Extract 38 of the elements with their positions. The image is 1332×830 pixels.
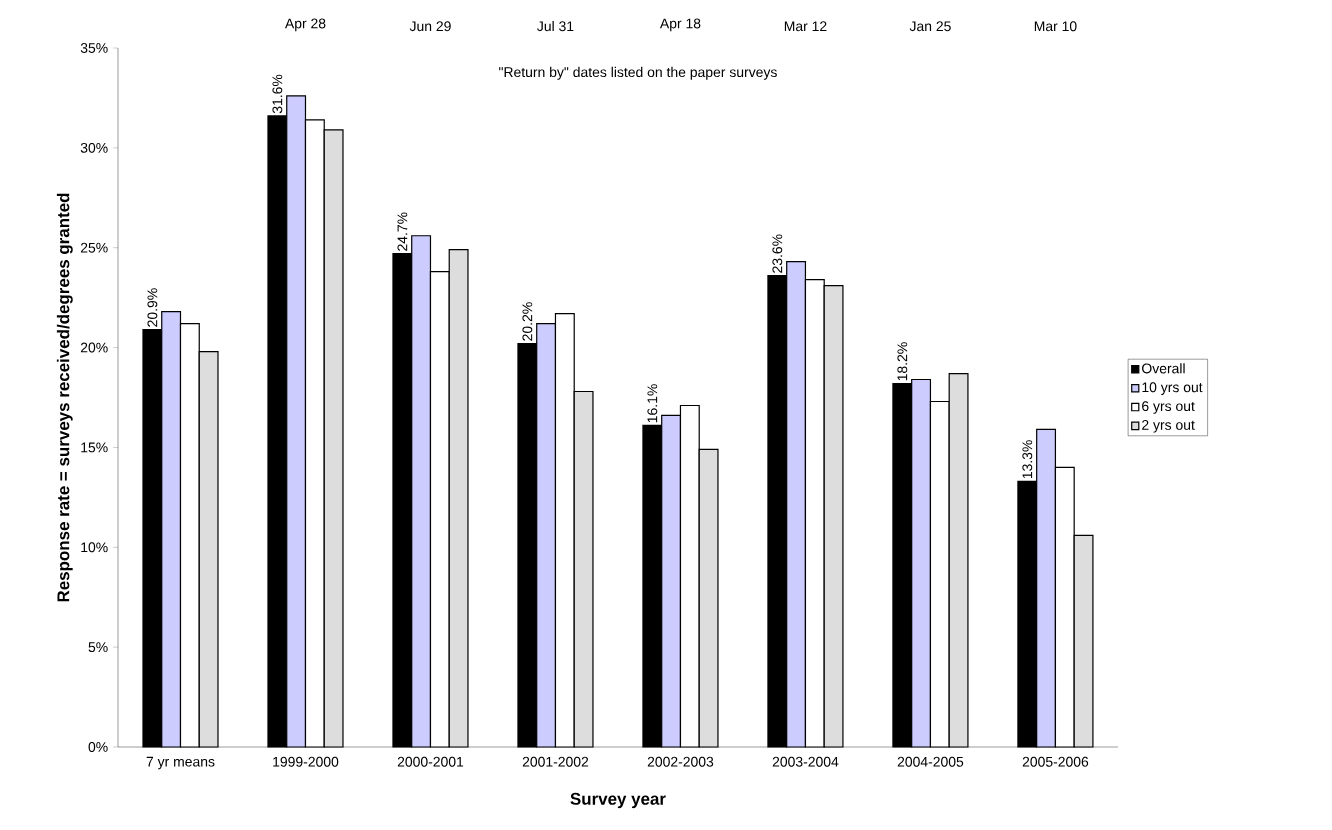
data-label: 13.3% bbox=[1022, 440, 1033, 479]
x-tick-label: 1999-2000 bbox=[273, 756, 339, 767]
text: Jul 31 bbox=[537, 20, 574, 32]
y-tick-label: 0% bbox=[88, 742, 108, 752]
y-tick-label: 10% bbox=[81, 542, 108, 553]
legend-label: 6 yrs out bbox=[1142, 401, 1195, 414]
text: Apr 28 bbox=[284, 18, 326, 32]
y-tick-label: 20% bbox=[80, 342, 108, 353]
y-axis-title: Response rate = surveys received/degrees granted bbox=[56, 193, 73, 602]
x-tick-label: 2000-2001 bbox=[397, 756, 464, 767]
y-tick-label: 15% bbox=[81, 442, 108, 453]
x-tick-label: 2002-2003 bbox=[647, 756, 714, 767]
x-tick-label: 2004-2005 bbox=[897, 756, 964, 767]
data-label: 20.9% bbox=[147, 288, 158, 327]
legend-label: 10 yrs out bbox=[1142, 382, 1203, 395]
x-tick-label: 2003-2004 bbox=[772, 756, 839, 767]
y-tick-label: 5% bbox=[88, 642, 108, 653]
x-axis-title: Survey year bbox=[570, 792, 666, 809]
data-label: 23.6% bbox=[772, 234, 783, 273]
data-label: 18.2% bbox=[897, 342, 908, 381]
data-label: 16.1% bbox=[647, 384, 658, 423]
text: Apr 18 bbox=[659, 18, 701, 32]
annotation: "Return by" dates listed on the paper surveys bbox=[499, 66, 777, 80]
text: Jun 29 bbox=[409, 21, 451, 32]
y-tick-label: 25% bbox=[80, 242, 108, 253]
x-tick-label: 7 yr means bbox=[146, 756, 215, 770]
legend-label: Overall bbox=[1142, 363, 1185, 374]
y-tick-label: 30% bbox=[80, 142, 108, 153]
text: Mar 12 bbox=[784, 21, 827, 32]
y-tick-label: 35% bbox=[80, 43, 108, 53]
x-tick-label: 2005-2006 bbox=[1022, 756, 1089, 767]
data-label: 24.7% bbox=[397, 212, 408, 251]
data-label: 31.6% bbox=[272, 74, 283, 114]
text: Mar 10 bbox=[1034, 21, 1077, 32]
text: Jan 25 bbox=[909, 21, 951, 32]
data-label: 20.2% bbox=[522, 302, 533, 341]
x-tick-label: 2001-2002 bbox=[522, 756, 589, 767]
legend-label: 2 yrs out bbox=[1142, 419, 1195, 433]
